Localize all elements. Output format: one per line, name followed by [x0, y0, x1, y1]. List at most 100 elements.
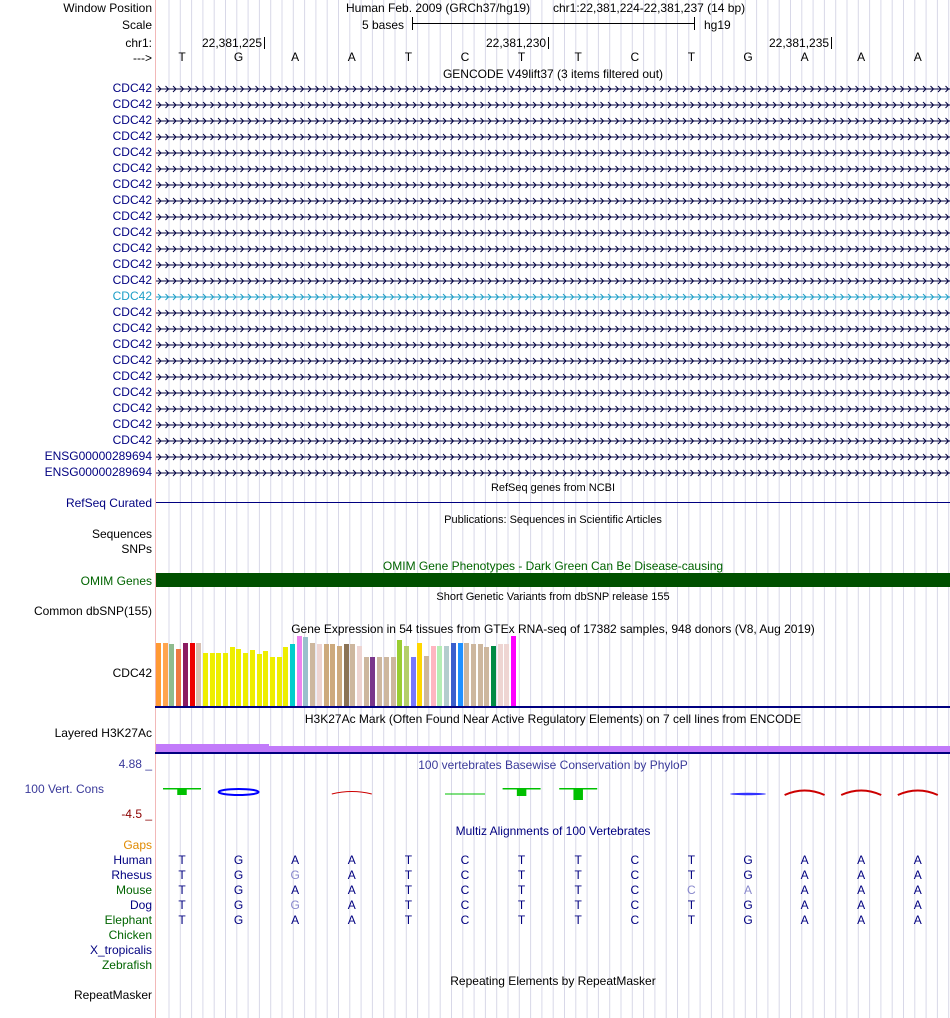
gencode-transcript-label[interactable]: CDC42 — [112, 273, 152, 287]
gtex-tissue-bar[interactable] — [229, 647, 235, 706]
multiz-species-label[interactable]: Elephant — [104, 913, 152, 927]
gencode-transcript-label[interactable]: CDC42 — [112, 81, 152, 95]
gencode-transcript-label[interactable]: CDC42 — [112, 321, 152, 335]
multiz-species-label[interactable]: Human — [113, 853, 152, 867]
omim-feature-bar[interactable] — [156, 573, 950, 587]
gencode-transcript-label[interactable]: CDC42 — [112, 353, 152, 367]
gtex-tissue-bar[interactable] — [223, 652, 228, 706]
gtex-bar-chart[interactable] — [156, 636, 950, 706]
gtex-tissue-bar[interactable] — [249, 650, 255, 706]
gencode-transcript-label[interactable]: CDC42 — [112, 417, 152, 431]
gtex-tissue-bar[interactable] — [236, 648, 242, 706]
gtex-tissue-bar[interactable] — [403, 645, 409, 706]
multiz-species-label[interactable]: Dog — [129, 898, 152, 912]
gtex-tissue-bar[interactable] — [370, 657, 376, 706]
gencode-transcript-line[interactable] — [156, 196, 950, 206]
gencode-transcript-label[interactable]: CDC42 — [112, 369, 152, 383]
gencode-transcript-label[interactable]: CDC42 — [112, 337, 152, 351]
gencode-transcript-label[interactable]: CDC42 — [112, 241, 152, 255]
refseq-track-title[interactable]: RefSeq genes from NCBI — [490, 482, 616, 494]
gencode-transcript-line[interactable] — [156, 468, 950, 478]
gencode-transcript-line[interactable] — [156, 324, 950, 334]
gtex-tissue-bar[interactable] — [336, 645, 342, 706]
gencode-transcript-label[interactable]: CDC42 — [112, 193, 152, 207]
gencode-transcript-label[interactable]: CDC42 — [112, 433, 152, 447]
gencode-transcript-line[interactable] — [156, 116, 950, 126]
gencode-transcript-label[interactable]: CDC42 — [112, 129, 152, 143]
h3k27ac-track-title[interactable]: H3K27Ac Mark (Often Found Near Active Re… — [304, 712, 802, 726]
gtex-tissue-bar[interactable] — [464, 643, 470, 706]
gtex-tissue-bar[interactable] — [497, 644, 503, 706]
phylop-track-title[interactable]: 100 vertebrates Basewise Conservation by… — [418, 758, 688, 772]
gencode-transcript-line[interactable] — [156, 164, 950, 174]
gtex-tissue-bar[interactable] — [276, 657, 282, 706]
gtex-tissue-bar[interactable] — [296, 636, 302, 706]
gtex-tissue-bar[interactable] — [189, 643, 195, 706]
gencode-transcript-label[interactable]: CDC42 — [112, 225, 152, 239]
gtex-tissue-bar[interactable] — [202, 652, 208, 706]
gtex-tissue-bar[interactable] — [511, 636, 517, 706]
gtex-tissue-bar[interactable] — [357, 645, 362, 706]
gtex-tissue-bar[interactable] — [169, 644, 175, 706]
gtex-tissue-bar[interactable] — [196, 643, 202, 706]
gencode-transcript-label[interactable]: CDC42 — [112, 209, 152, 223]
repeatmasker-label[interactable]: RepeatMasker — [73, 988, 152, 1002]
gtex-tissue-bar[interactable] — [330, 644, 336, 706]
gtex-tissue-bar[interactable] — [470, 644, 476, 706]
omim-track-title[interactable]: OMIM Gene Phenotypes - Dark Green Can Be… — [382, 559, 724, 573]
gencode-transcript-label[interactable]: CDC42 — [112, 177, 152, 191]
gencode-transcript-label[interactable]: ENSG00000289694 — [44, 449, 152, 463]
multiz-species-label[interactable]: Zebrafish — [101, 958, 152, 972]
phylop-logo[interactable] — [156, 778, 950, 800]
gtex-tissue-bar[interactable] — [256, 654, 262, 706]
gencode-transcript-line[interactable] — [156, 404, 950, 414]
gtex-tissue-bar[interactable] — [424, 655, 429, 706]
gtex-tissue-bar[interactable] — [176, 648, 182, 706]
gtex-tissue-bar[interactable] — [484, 647, 490, 706]
gtex-tissue-bar[interactable] — [182, 643, 188, 706]
h3k27ac-signal-band[interactable] — [269, 746, 950, 752]
gtex-tissue-bar[interactable] — [269, 657, 275, 706]
h3k27ac-peak[interactable] — [156, 744, 269, 752]
gencode-transcript-label[interactable]: CDC42 — [112, 161, 152, 175]
gencode-transcript-line[interactable] — [156, 100, 950, 110]
gencode-transcript-line[interactable] — [156, 372, 950, 382]
phylop-label[interactable]: 100 Vert. Cons — [24, 782, 104, 796]
gtex-tissue-bar[interactable] — [343, 644, 349, 706]
multiz-gaps-label[interactable]: Gaps — [123, 838, 152, 852]
gencode-transcript-line[interactable] — [156, 212, 950, 222]
gencode-transcript-label[interactable]: ENSG00000289694 — [44, 465, 152, 479]
gtex-tissue-bar[interactable] — [397, 640, 403, 706]
gencode-track-title[interactable]: GENCODE V49lift37 (3 items filtered out) — [442, 67, 664, 81]
h3k27ac-signal[interactable] — [156, 743, 950, 752]
gencode-transcript-label[interactable]: CDC42 — [112, 97, 152, 111]
multiz-species-label[interactable]: X_tropicalis — [89, 943, 152, 957]
gtex-tissue-bar[interactable] — [209, 652, 215, 706]
gtex-tissue-bar[interactable] — [263, 651, 269, 706]
gtex-label[interactable]: CDC42 — [112, 666, 152, 680]
publications-track-title[interactable]: Publications: Sequences in Scientific Ar… — [444, 514, 662, 526]
gtex-tissue-bar[interactable] — [430, 645, 436, 706]
gencode-transcript-label[interactable]: CDC42 — [112, 305, 152, 319]
multiz-species-label[interactable]: Chicken — [108, 928, 152, 942]
gtex-tissue-bar[interactable] — [410, 657, 416, 706]
gencode-transcript-line[interactable] — [156, 244, 950, 254]
gtex-tissue-bar[interactable] — [316, 644, 322, 706]
gencode-transcript-label[interactable]: CDC42 — [112, 145, 152, 159]
gencode-transcript-label[interactable]: CDC42 — [112, 257, 152, 271]
gtex-tissue-bar[interactable] — [491, 645, 496, 706]
gtex-tissue-bar[interactable] — [417, 643, 423, 706]
gtex-tissue-bar[interactable] — [437, 645, 443, 706]
omim-label[interactable]: OMIM Genes — [80, 574, 152, 588]
gencode-transcript-line[interactable] — [156, 436, 950, 446]
gtex-tissue-bar[interactable] — [350, 644, 356, 706]
gtex-tissue-bar[interactable] — [243, 652, 249, 706]
gtex-tissue-bar[interactable] — [216, 652, 222, 706]
gtex-tissue-bar[interactable] — [390, 657, 396, 706]
gencode-transcript-line[interactable] — [156, 292, 950, 302]
gtex-track-title[interactable]: Gene Expression in 54 tissues from GTEx … — [291, 622, 815, 636]
multiz-species-label[interactable]: Rhesus — [111, 868, 152, 882]
multiz-species-label[interactable]: Mouse — [115, 883, 152, 897]
publications-label-sequences[interactable]: Sequences — [91, 527, 152, 541]
gencode-transcript-label[interactable]: CDC42 — [112, 113, 152, 127]
